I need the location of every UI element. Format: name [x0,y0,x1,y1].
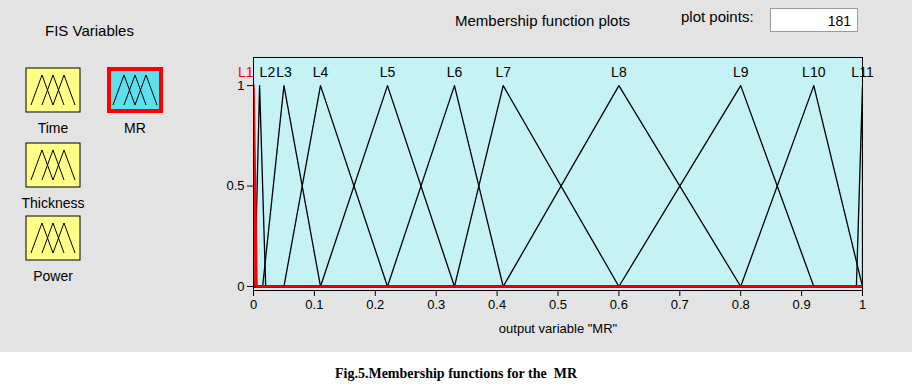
svg-text:0.6: 0.6 [610,297,628,312]
svg-text:0: 0 [250,297,257,312]
svg-text:L7: L7 [495,64,511,80]
svg-text:L6: L6 [447,64,463,80]
html-text:Membership function plots: Membership function plots [455,12,631,29]
html-text:181: 181 [827,13,851,29]
svg-text:L10: L10 [802,64,826,80]
svg-text:L4: L4 [313,64,329,80]
svg-text:L8: L8 [611,64,627,80]
svg-text:0.3: 0.3 [427,297,445,312]
svg-text:0.1: 0.1 [305,297,323,312]
svg-text:1: 1 [859,297,866,312]
svg-text:1: 1 [237,77,245,93]
html-text:Power: Power [33,268,73,284]
svg-text:output variable "MR": output variable "MR" [499,321,618,336]
svg-text:L3: L3 [276,64,292,80]
svg-text:0.5: 0.5 [226,178,244,193]
svg-text:L2: L2 [260,64,276,80]
html-text:FIS Variables: FIS Variables [45,22,134,39]
svg-text:0: 0 [237,279,244,294]
svg-text:0.9: 0.9 [793,297,811,312]
svg-text:L1: L1 [238,64,254,80]
svg-text:L9: L9 [733,64,749,80]
html-text:plot points:: plot points: [681,8,754,25]
svg-text:0.2: 0.2 [366,297,384,312]
svg-text:0.4: 0.4 [488,297,506,312]
svg-text:0.5: 0.5 [549,297,567,312]
html-text:Fig.5.Membership functions for: Fig.5.Membership functions for the MR [335,366,577,381]
svg-text:L5: L5 [380,64,396,80]
svg-text:L11: L11 [851,64,874,81]
html-text:MR: MR [124,120,146,136]
html-text:Thickness: Thickness [21,195,85,211]
svg-text:0.7: 0.7 [671,297,689,312]
html-text:Time: Time [37,120,69,136]
svg-text:0.8: 0.8 [732,297,750,312]
